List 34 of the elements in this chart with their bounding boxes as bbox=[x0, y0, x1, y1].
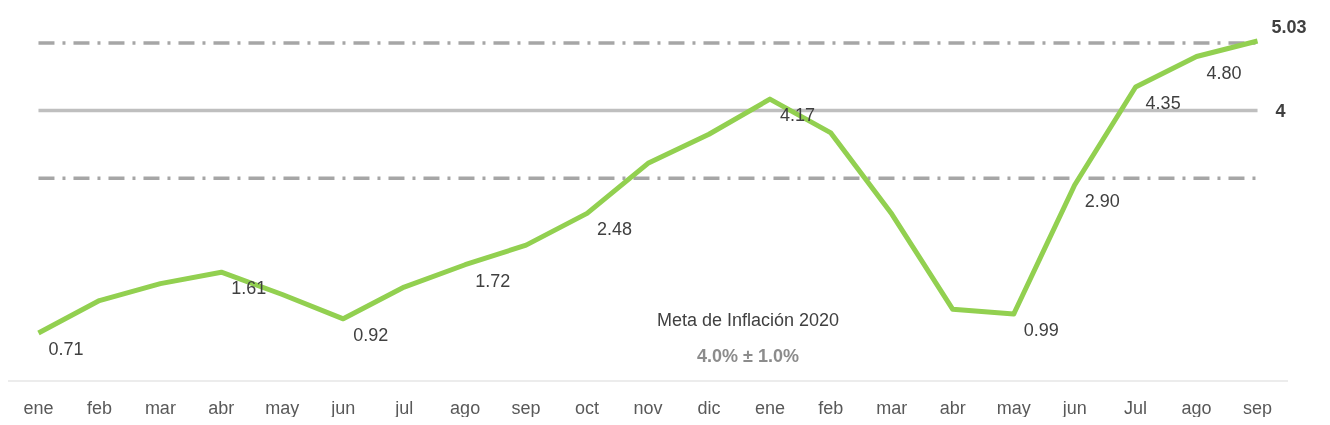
data-label: 1.61 bbox=[231, 278, 267, 299]
x-tick-label: Jul bbox=[1124, 397, 1148, 418]
x-tick-label: mar bbox=[876, 397, 908, 418]
data-label: 0.99 bbox=[1023, 320, 1059, 341]
x-tick-label: abr bbox=[208, 397, 235, 418]
x-tick-label: oct bbox=[575, 397, 600, 418]
x-tick-label: jun bbox=[1061, 397, 1087, 418]
x-tick-label: may bbox=[265, 397, 300, 418]
data-label: 0.71 bbox=[48, 339, 84, 360]
x-tick-label: sep bbox=[1243, 397, 1273, 418]
x-tick-label: abr bbox=[939, 397, 966, 418]
x-tick-label: jun bbox=[330, 397, 356, 418]
x-tick-label: feb bbox=[818, 397, 844, 418]
x-tick-label: ene bbox=[23, 397, 54, 418]
data-label: 1.72 bbox=[475, 270, 511, 291]
data-label: 2.90 bbox=[1084, 190, 1120, 211]
x-tick-label: ago bbox=[1181, 397, 1212, 418]
ref-line-label: 4 bbox=[1275, 100, 1286, 121]
x-tick-label: ago bbox=[450, 397, 481, 418]
data-label: 0.92 bbox=[353, 324, 389, 345]
x-tick-label: nov bbox=[633, 397, 663, 418]
x-tick-label: ene bbox=[754, 397, 785, 418]
data-label: 4.80 bbox=[1206, 62, 1242, 83]
x-tick-label: feb bbox=[86, 397, 112, 418]
text: 4.0% ± 1.0% bbox=[697, 346, 799, 366]
x-tick-label: jul bbox=[394, 397, 414, 418]
x-tick-label: mar bbox=[144, 397, 176, 418]
annotation: Meta de Inflación 2020 bbox=[656, 310, 840, 330]
x-tick-label: may bbox=[996, 397, 1031, 418]
x-tick-label: dic bbox=[697, 397, 721, 418]
data-label: 2.48 bbox=[597, 219, 633, 240]
data-label: 4.35 bbox=[1145, 92, 1181, 113]
data-label: 5.03 bbox=[1271, 17, 1307, 37]
x-tick-label: sep bbox=[511, 397, 541, 418]
